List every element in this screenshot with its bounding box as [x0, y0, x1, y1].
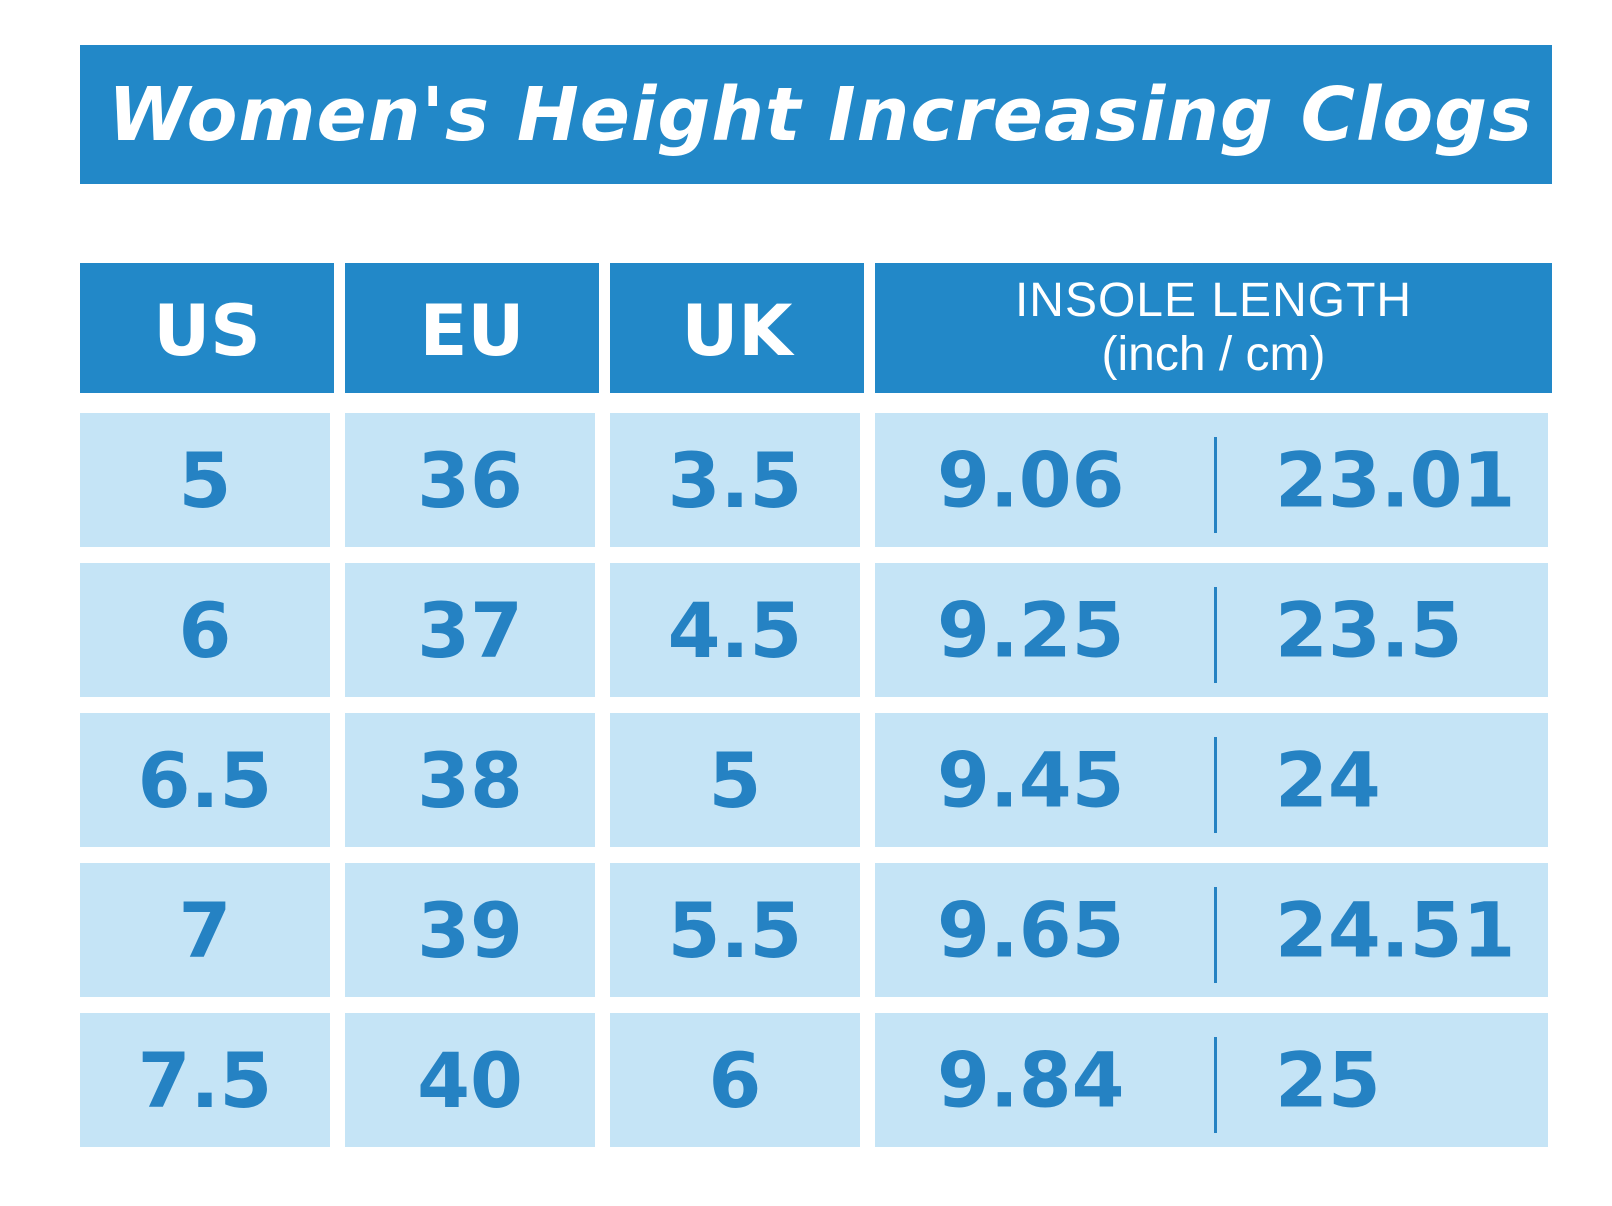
- cell-us: 6: [80, 563, 330, 697]
- cell-insole-length: 9.84 25: [875, 1013, 1548, 1147]
- cell-us: 5: [80, 413, 330, 547]
- header-insole-length: INSOLE LENGTH (inch / cm): [875, 263, 1552, 393]
- header-insole-units: (inch / cm): [1101, 328, 1326, 381]
- cell-us: 6.5: [80, 713, 330, 847]
- insole-inch-value: 9.84: [937, 1035, 1125, 1125]
- insole-cm-value: 24.51: [1275, 885, 1516, 975]
- cell-eu: 40: [345, 1013, 595, 1147]
- cell-eu: 38: [345, 713, 595, 847]
- page-title: Women's Height Increasing Clogs: [108, 71, 1534, 158]
- insole-divider: [1214, 587, 1217, 683]
- header-insole-title: INSOLE LENGTH: [1014, 274, 1413, 327]
- cell-uk: 4.5: [610, 563, 860, 697]
- cell-insole-length: 9.25 23.5: [875, 563, 1548, 697]
- cell-eu: 39: [345, 863, 595, 997]
- cell-us: 7.5: [80, 1013, 330, 1147]
- cell-uk: 6: [610, 1013, 860, 1147]
- insole-inch-value: 9.06: [937, 435, 1125, 525]
- header-uk: UK: [610, 263, 864, 393]
- insole-inch-value: 9.45: [937, 735, 1125, 825]
- header-eu: EU: [345, 263, 599, 393]
- insole-divider: [1214, 1037, 1217, 1133]
- insole-cm-value: 23.01: [1275, 435, 1516, 525]
- cell-uk: 3.5: [610, 413, 860, 547]
- cell-insole-length: 9.65 24.51: [875, 863, 1548, 997]
- cell-insole-length: 9.45 24: [875, 713, 1548, 847]
- insole-cm-value: 24: [1275, 735, 1381, 825]
- insole-inch-value: 9.65: [937, 885, 1125, 975]
- title-banner: Women's Height Increasing Clogs: [80, 45, 1552, 184]
- insole-cm-value: 23.5: [1275, 585, 1463, 675]
- header-us: US: [80, 263, 334, 393]
- cell-uk: 5: [610, 713, 860, 847]
- insole-cm-value: 25: [1275, 1035, 1381, 1125]
- cell-eu: 36: [345, 413, 595, 547]
- cell-us: 7: [80, 863, 330, 997]
- insole-divider: [1214, 437, 1217, 533]
- insole-inch-value: 9.25: [937, 585, 1125, 675]
- cell-eu: 37: [345, 563, 595, 697]
- cell-insole-length: 9.06 23.01: [875, 413, 1548, 547]
- cell-uk: 5.5: [610, 863, 860, 997]
- insole-divider: [1214, 737, 1217, 833]
- insole-divider: [1214, 887, 1217, 983]
